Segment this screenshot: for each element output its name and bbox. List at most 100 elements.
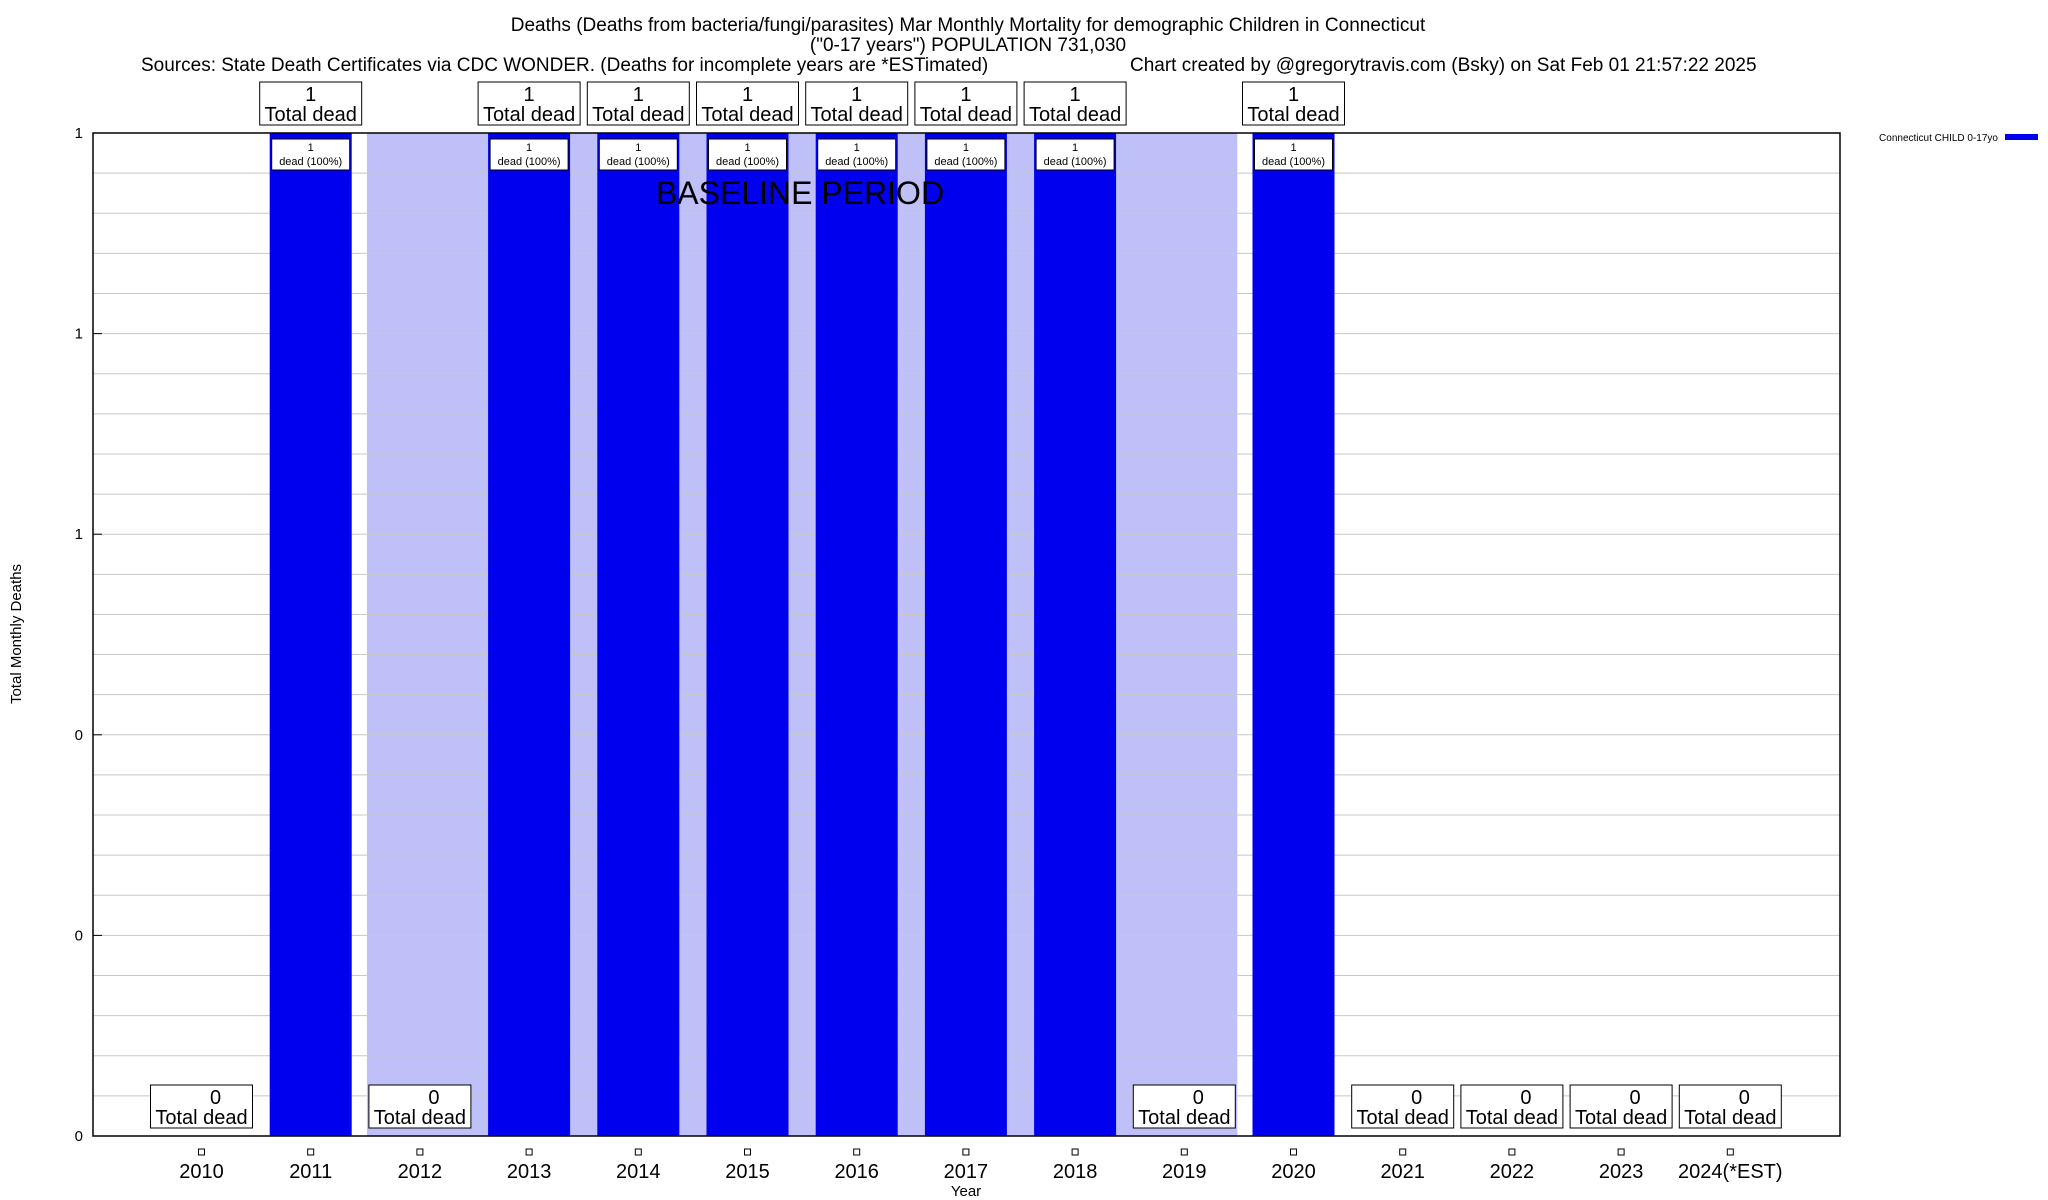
total-box <box>1351 1084 1455 1129</box>
bar-percent-box <box>1254 138 1333 171</box>
total-box <box>1678 1084 1782 1129</box>
total-box <box>1023 81 1127 126</box>
total-label: Total dead <box>1466 1107 1558 1129</box>
x-tick-marker <box>1726 1148 1734 1156</box>
bar-percent-label: dead (100%) <box>716 156 779 168</box>
total-box <box>150 1084 253 1129</box>
total-box <box>805 81 909 126</box>
total-label: Total dead <box>1684 1107 1776 1129</box>
total-value: 1 <box>960 84 971 106</box>
total-label: Total dead <box>1029 104 1121 126</box>
total-box <box>1460 1084 1564 1129</box>
x-tick-marker <box>416 1148 424 1156</box>
total-label: Total dead <box>592 104 684 126</box>
bar-percent-box <box>598 138 678 171</box>
total-box <box>368 1084 472 1129</box>
y-axis-ticks: 0 0 0 1 1 1 <box>75 125 102 1145</box>
x-tick-label: 2019 <box>1162 1161 1207 1183</box>
x-tick-label: 2023 <box>1599 1161 1644 1183</box>
bar <box>597 133 680 1136</box>
total-value: 0 <box>1520 1087 1531 1109</box>
x-tick-label: 2010 <box>179 1161 224 1183</box>
total-label: Total dead <box>1575 1107 1667 1129</box>
total-value: 1 <box>851 84 862 106</box>
y-tick-label: 0 <box>75 727 83 744</box>
total-box <box>477 81 581 126</box>
bar <box>269 133 352 1136</box>
total-value: 0 <box>1193 1087 1204 1109</box>
total-box <box>1132 1084 1236 1129</box>
bars <box>269 133 1335 1136</box>
x-tick-label: 2022 <box>1490 1161 1535 1183</box>
bar-percent-label: dead (100%) <box>934 156 997 168</box>
total-label: Total dead <box>1247 104 1339 126</box>
x-tick-marker <box>525 1148 533 1156</box>
total-label: Total dead <box>265 104 357 126</box>
x-tick-label: 2018 <box>1053 1161 1098 1183</box>
x-tick-marker <box>1617 1148 1625 1156</box>
total-value: 1 <box>305 84 316 106</box>
bar-percent-label: dead (100%) <box>607 156 670 168</box>
x-tick-label: 2014 <box>616 1161 661 1183</box>
total-box <box>586 81 690 126</box>
total-label: Total dead <box>483 104 575 126</box>
total-box <box>1569 1084 1673 1129</box>
bar <box>924 133 1007 1136</box>
bar-value-small: 1 <box>635 142 641 154</box>
x-tick-label: 2021 <box>1380 1161 1425 1183</box>
chart-title: Deaths (Deaths from bacteria/fungi/paras… <box>511 15 1426 36</box>
y-tick-label: 1 <box>75 125 83 142</box>
total-label: Total dead <box>811 104 903 126</box>
x-tick-marker <box>1180 1148 1188 1156</box>
total-value: 0 <box>428 1087 439 1109</box>
bar-percent-box <box>817 138 897 171</box>
bar-value-small: 1 <box>744 142 750 154</box>
y-tick-label: 1 <box>75 326 83 343</box>
x-tick-marker <box>634 1148 642 1156</box>
bar-value-small: 1 <box>1290 142 1296 154</box>
chart-sources: Sources: State Death Certificates via CD… <box>141 55 988 76</box>
bar-percent-label: dead (100%) <box>1044 156 1107 168</box>
total-value: 0 <box>1739 1087 1750 1109</box>
x-tick-label: 2012 <box>398 1161 443 1183</box>
x-tick-marker <box>307 1148 315 1156</box>
legend-label: Connecticut CHILD 0-17yo <box>1879 133 1998 144</box>
bar-percent-label: dead (100%) <box>279 156 342 168</box>
x-tick-marker <box>962 1148 970 1156</box>
total-label: Total dead <box>1138 1107 1230 1129</box>
x-tick-marker <box>1071 1148 1079 1156</box>
plot-frame <box>92 132 1841 1137</box>
bar-percent-label: dead (100%) <box>498 156 561 168</box>
total-box <box>1242 81 1345 126</box>
total-value: 0 <box>1630 1087 1641 1109</box>
total-box <box>696 81 799 126</box>
bar-percent-box <box>271 138 351 171</box>
x-tick-label: 2024(*EST) <box>1678 1161 1783 1183</box>
total-value: 1 <box>742 84 753 106</box>
x-axis-ticks: 2010 2011 2012 2013 2014 2015 2016 2017 2018 2019… <box>179 1148 1783 1183</box>
y-tick-label: 1 <box>75 526 83 543</box>
x-axis-label: Year <box>951 1183 981 1200</box>
bar-percent-box <box>489 138 569 171</box>
total-label: Total dead <box>374 1107 466 1129</box>
x-tick-label: 2015 <box>725 1161 770 1183</box>
total-value: 0 <box>1411 1087 1422 1109</box>
x-tick-label: 2016 <box>834 1161 879 1183</box>
bar-value-small: 1 <box>308 142 314 154</box>
bar-percent-label: dead (100%) <box>1262 156 1325 168</box>
total-value: 1 <box>524 84 535 106</box>
x-tick-marker <box>1508 1148 1516 1156</box>
x-tick-label: 2020 <box>1271 1161 1316 1183</box>
bar-value-small: 1 <box>1072 142 1078 154</box>
total-label: Total dead <box>1357 1107 1449 1129</box>
bar-percent-label: dead (100%) <box>825 156 888 168</box>
x-tick-marker <box>853 1148 861 1156</box>
bar-value-small: 1 <box>963 142 969 154</box>
chart-credit: Chart created by @gregorytravis.com (Bsk… <box>1130 55 1757 76</box>
x-tick-label: 2017 <box>944 1161 989 1183</box>
bar <box>1252 133 1335 1136</box>
total-label: Total dead <box>920 104 1012 126</box>
bar <box>706 133 789 1136</box>
y-tick-label: 0 <box>75 927 83 944</box>
